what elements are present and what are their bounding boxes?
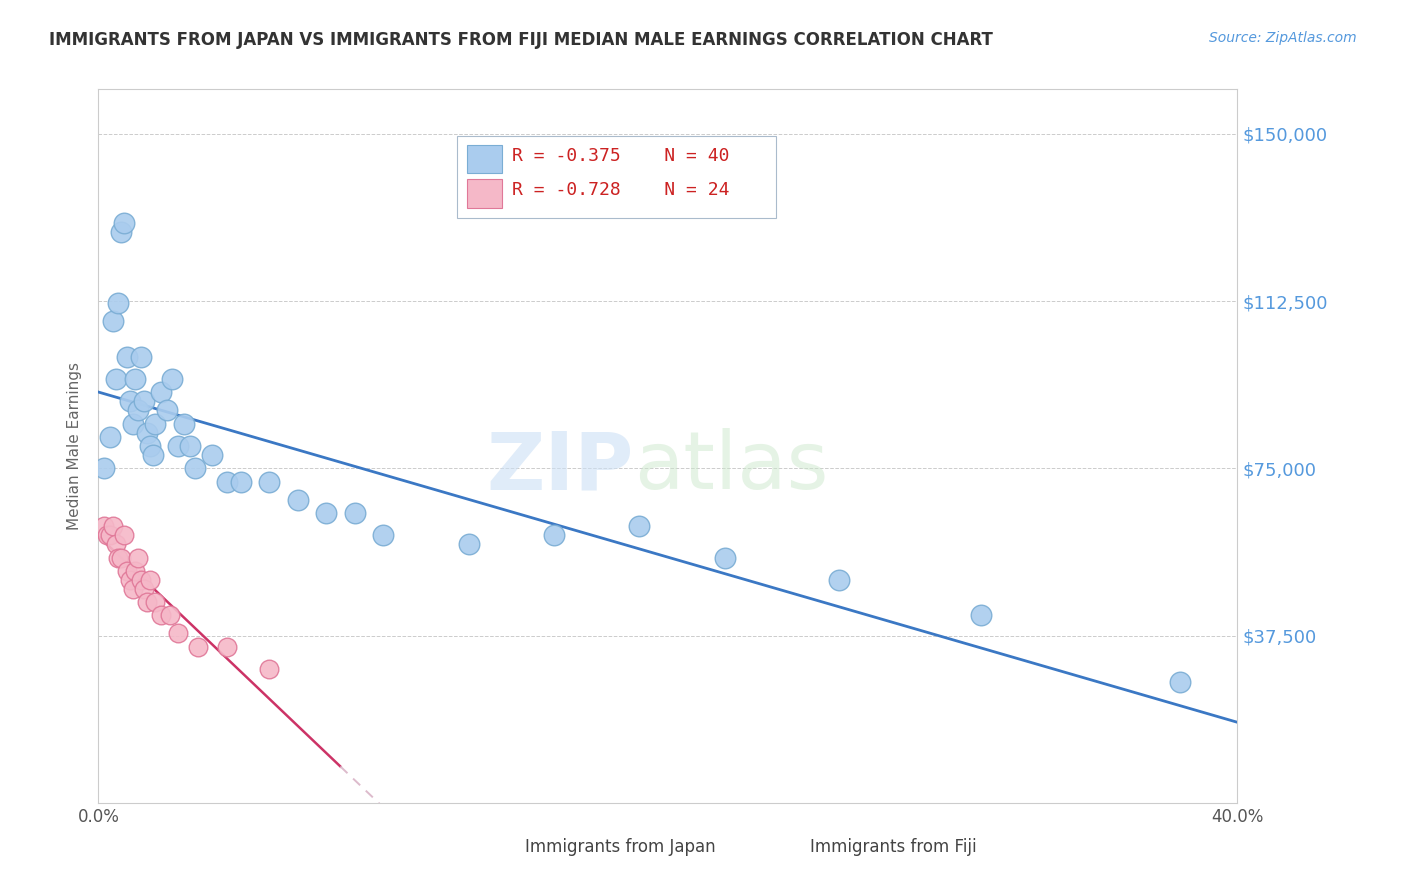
Point — [98, 528, 121, 542]
Point — [156, 403, 179, 417]
Point — [93, 519, 115, 533]
Text: Source: ZipAtlas.com: Source: ZipAtlas.com — [1209, 31, 1357, 45]
Point — [287, 492, 309, 507]
Point — [1170, 675, 1192, 690]
Point — [121, 582, 143, 596]
Point — [118, 573, 141, 587]
FancyBboxPatch shape — [433, 832, 467, 862]
Point — [115, 564, 138, 578]
Point — [259, 662, 281, 676]
Point — [124, 372, 146, 386]
Point — [150, 608, 173, 623]
Point — [107, 296, 129, 310]
Point — [138, 439, 160, 453]
Point — [343, 506, 366, 520]
Point — [187, 640, 209, 654]
Point — [129, 350, 152, 364]
Point — [104, 537, 127, 551]
Text: ZIP: ZIP — [486, 428, 634, 507]
Point — [96, 528, 118, 542]
Point — [179, 439, 201, 453]
Point — [543, 528, 565, 542]
Point — [132, 582, 155, 596]
Text: atlas: atlas — [634, 428, 828, 507]
Point — [129, 573, 152, 587]
FancyBboxPatch shape — [718, 832, 752, 862]
FancyBboxPatch shape — [467, 179, 502, 208]
Point — [457, 537, 479, 551]
Point — [184, 461, 207, 475]
Point — [101, 314, 124, 328]
Point — [110, 550, 132, 565]
Point — [159, 608, 181, 623]
Point — [112, 216, 135, 230]
Point — [112, 528, 135, 542]
Point — [118, 394, 141, 409]
Point — [373, 528, 395, 542]
FancyBboxPatch shape — [467, 145, 502, 173]
Point — [145, 417, 167, 431]
Point — [970, 608, 993, 623]
Point — [828, 573, 851, 587]
Point — [93, 461, 115, 475]
Text: Immigrants from Japan: Immigrants from Japan — [526, 838, 716, 856]
Point — [259, 475, 281, 489]
Point — [141, 448, 163, 462]
Point — [135, 595, 157, 609]
Text: Immigrants from Fiji: Immigrants from Fiji — [810, 838, 977, 856]
Point — [110, 225, 132, 239]
Point — [115, 350, 138, 364]
Point — [127, 550, 149, 565]
Point — [215, 475, 238, 489]
Point — [628, 519, 651, 533]
Point — [138, 573, 160, 587]
Point — [229, 475, 252, 489]
Point — [714, 550, 737, 565]
FancyBboxPatch shape — [457, 136, 776, 218]
Text: R = -0.375    N = 40: R = -0.375 N = 40 — [512, 146, 730, 164]
Point — [150, 385, 173, 400]
Text: R = -0.728    N = 24: R = -0.728 N = 24 — [512, 181, 730, 199]
Point — [201, 448, 224, 462]
Point — [132, 394, 155, 409]
Point — [162, 372, 184, 386]
Point — [167, 626, 190, 640]
Point — [101, 519, 124, 533]
Point — [121, 417, 143, 431]
Point — [167, 439, 190, 453]
Point — [173, 417, 195, 431]
Point — [315, 506, 337, 520]
Point — [127, 403, 149, 417]
Point — [107, 550, 129, 565]
Point — [124, 564, 146, 578]
Text: IMMIGRANTS FROM JAPAN VS IMMIGRANTS FROM FIJI MEDIAN MALE EARNINGS CORRELATION C: IMMIGRANTS FROM JAPAN VS IMMIGRANTS FROM… — [49, 31, 993, 49]
Point — [215, 640, 238, 654]
Point — [135, 425, 157, 440]
Point — [104, 372, 127, 386]
Point — [145, 595, 167, 609]
Point — [98, 430, 121, 444]
Y-axis label: Median Male Earnings: Median Male Earnings — [67, 362, 83, 530]
